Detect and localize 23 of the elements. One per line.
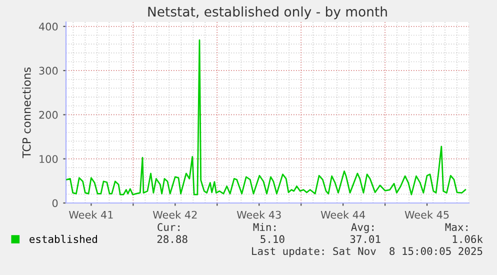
x-tick-label: Week 43 (236, 210, 281, 219)
y-tick-label: 100 (40, 155, 58, 163)
y-tick-label: 200 (39, 110, 58, 119)
line-series (66, 39, 466, 196)
legend-label: established (30, 234, 97, 244)
text: Cur: (158, 223, 180, 232)
y-tick-label: 0 (52, 199, 58, 208)
chart-title: Netstat, established only - by month (148, 6, 387, 20)
text: Min: (253, 222, 276, 231)
x-tick-label: Week 44 (320, 210, 366, 219)
y-tick-label: 400 (38, 22, 58, 31)
text: Avg: (351, 223, 374, 234)
text: Max: (445, 223, 468, 232)
x-tick-label: Week 41 (68, 210, 113, 219)
text: 28.88 (157, 235, 188, 244)
x-tick-label: Week 42 (152, 210, 197, 219)
text: 1.06k (452, 234, 483, 244)
text: 37.01 (350, 235, 380, 244)
x-tick-label: Week 45 (404, 210, 449, 219)
y-tick-label: 300 (39, 66, 58, 75)
text: 5.10 (260, 235, 284, 244)
y-axis-title: TCP connections (22, 67, 31, 158)
text: Last update: Sat Nov 8 15:00:05 2025 (252, 246, 482, 258)
